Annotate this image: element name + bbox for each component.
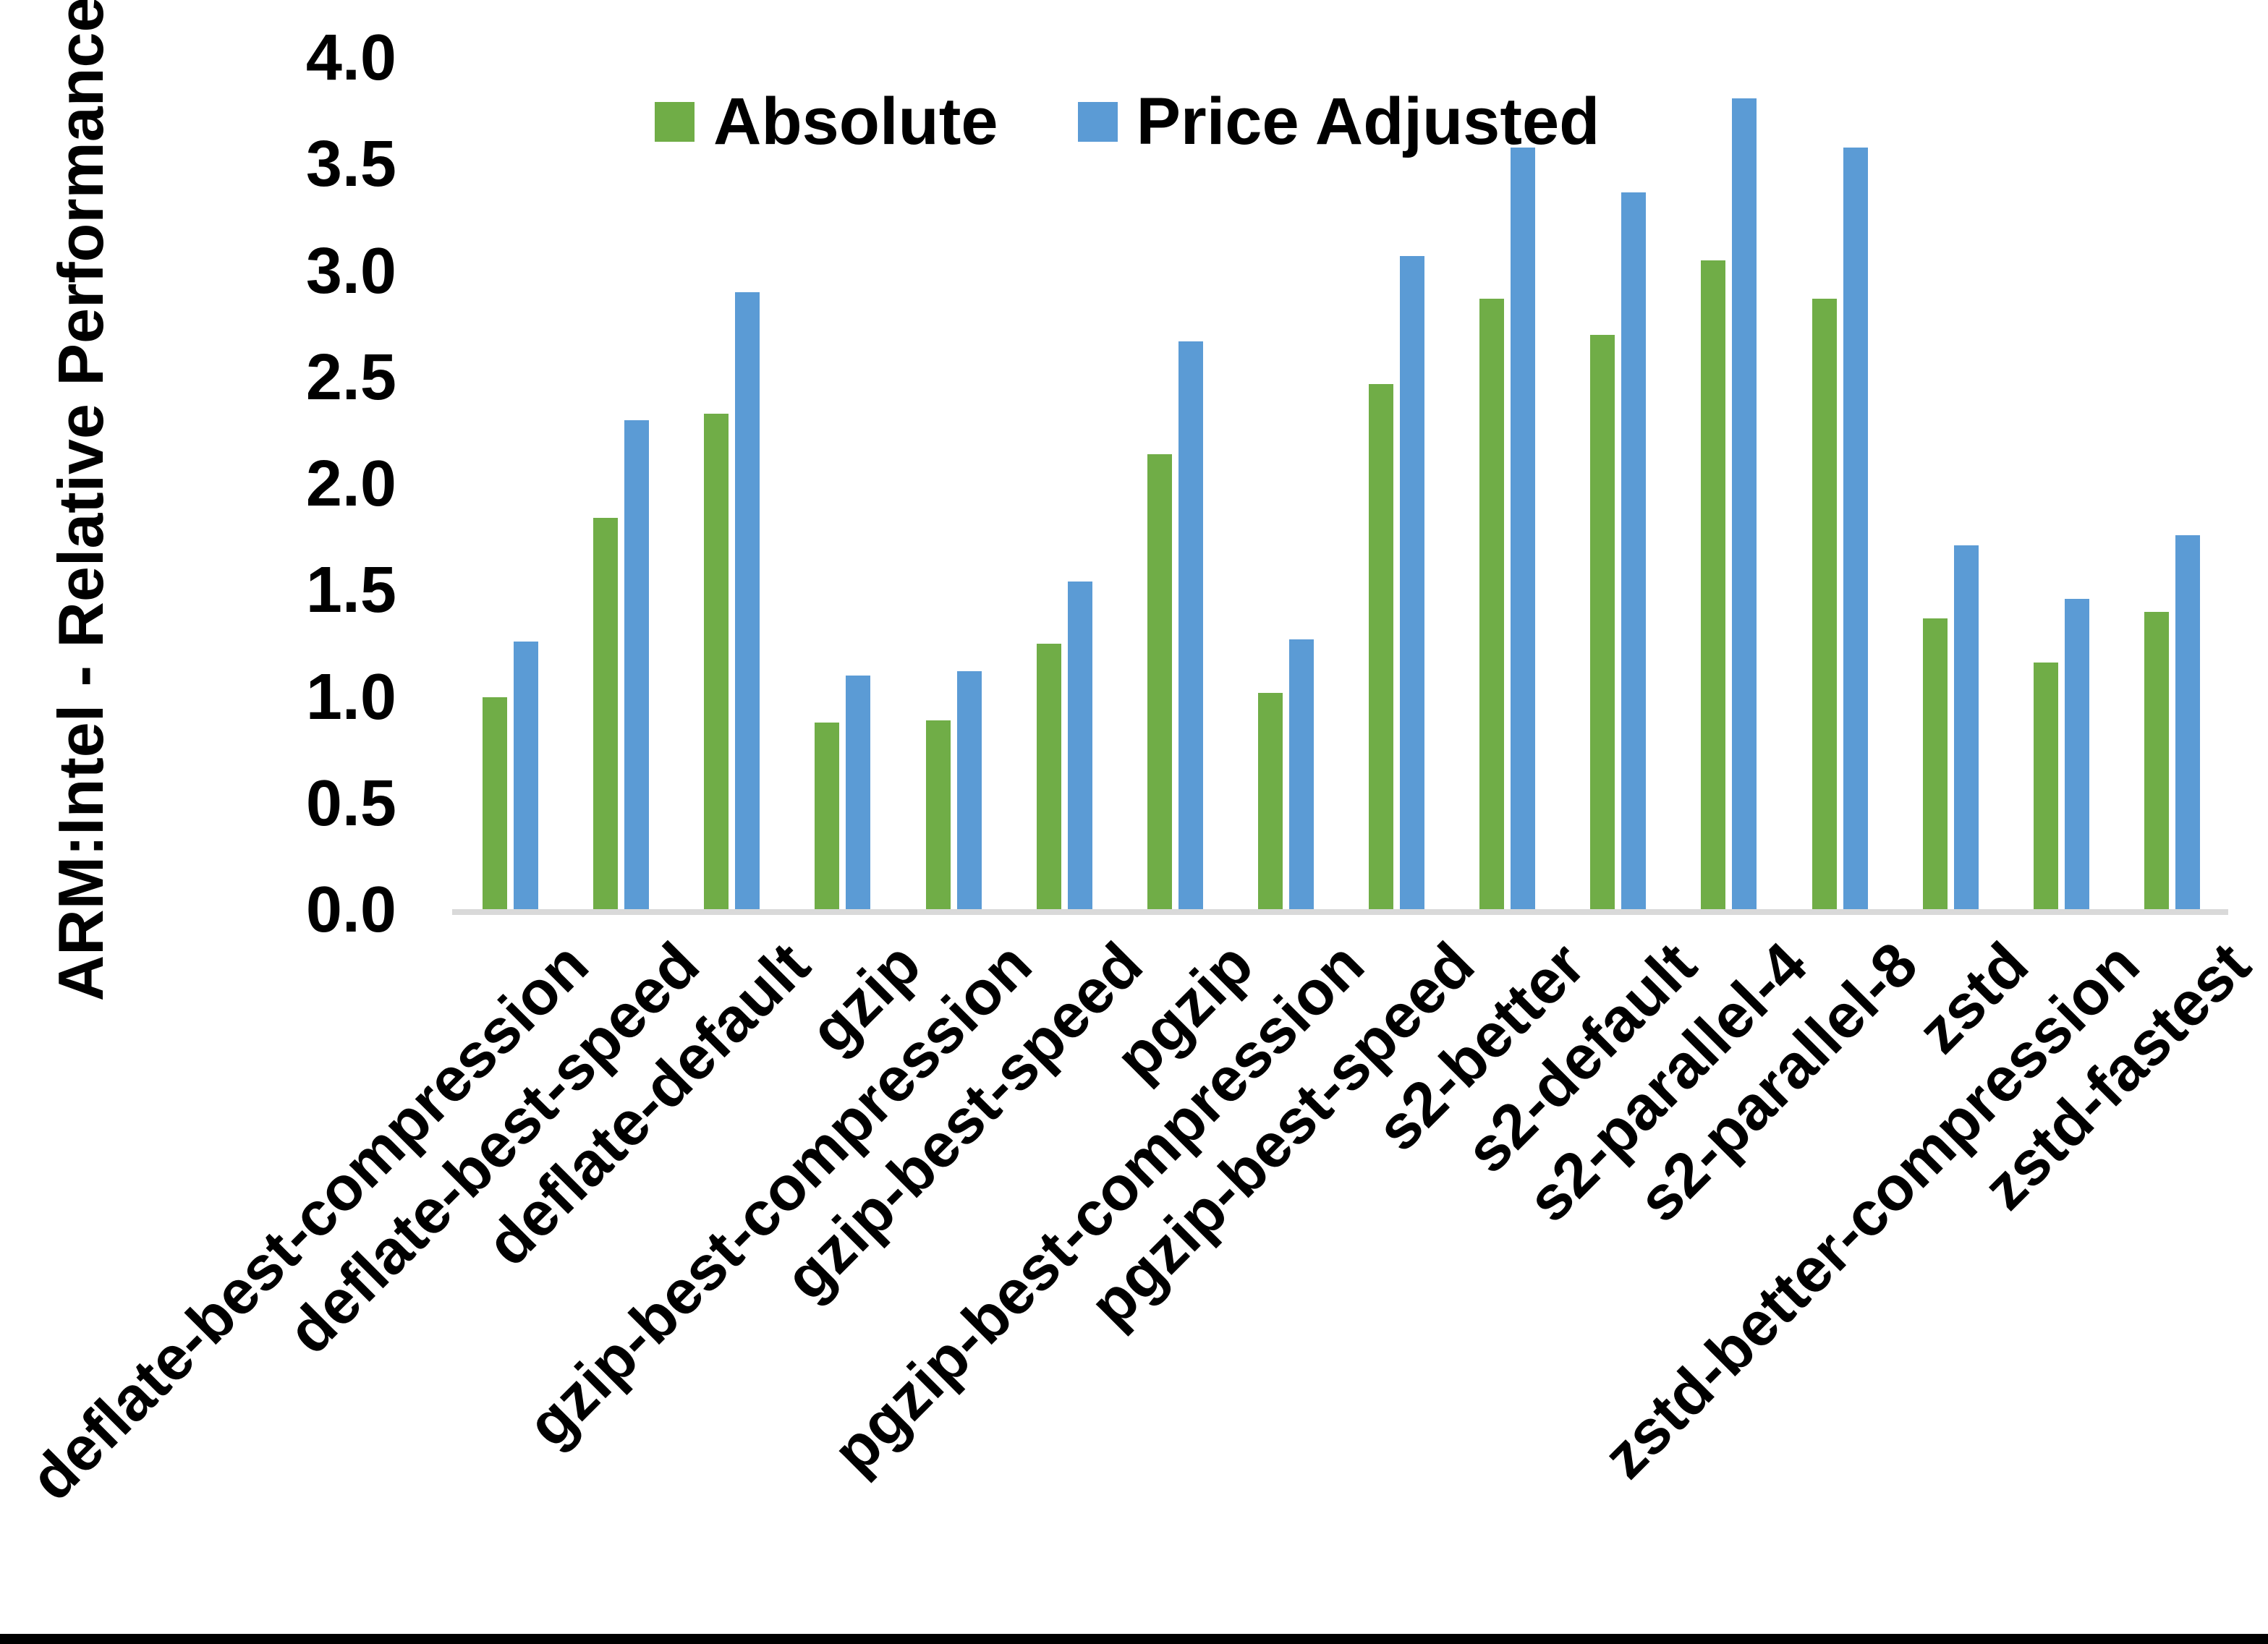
bar-absolute-deflate-default bbox=[704, 413, 729, 910]
bar-price-adjusted-zstd-fastest bbox=[2175, 534, 2200, 910]
bar-price-adjusted-gzip-best-speed bbox=[1067, 582, 1092, 910]
bar-absolute-pgzip-best-speed bbox=[1369, 383, 1394, 910]
bar-price-adjusted-gzip bbox=[846, 676, 871, 910]
bar-absolute-gzip-best-speed bbox=[1036, 643, 1061, 910]
y-tick-label: 3.5 bbox=[305, 128, 396, 201]
bar-group-pgzip-best-speed bbox=[1341, 58, 1452, 910]
bar-absolute-s2-parallel-8 bbox=[1812, 298, 1837, 910]
bar-price-adjusted-deflate-best-compression bbox=[514, 641, 539, 910]
bar-group-deflate-best-speed bbox=[566, 58, 676, 910]
bar-absolute-gzip bbox=[815, 722, 840, 910]
bar-price-adjusted-s2-parallel-4 bbox=[1732, 98, 1757, 910]
bar-price-adjusted-zstd-better-compression bbox=[2064, 599, 2089, 910]
legend-item-price-adjusted: Price Adjusted bbox=[1077, 85, 1600, 158]
bar-group-s2-parallel-4 bbox=[1673, 58, 1784, 910]
y-tick-label: 1.0 bbox=[305, 660, 396, 733]
bar-absolute-s2-parallel-4 bbox=[1701, 260, 1726, 910]
y-tick-label: 4.0 bbox=[305, 22, 396, 94]
bar-price-adjusted-pgzip bbox=[1178, 341, 1203, 910]
bar-absolute-s2-better bbox=[1479, 298, 1505, 910]
bar-price-adjusted-s2-better bbox=[1511, 147, 1536, 910]
bar-absolute-pgzip bbox=[1147, 453, 1172, 910]
legend-label-absolute: Absolute bbox=[713, 85, 998, 158]
bar-absolute-gzip-best-compression bbox=[925, 720, 951, 910]
bar-group-deflate-best-compression bbox=[455, 58, 566, 910]
bar-group-gzip bbox=[787, 58, 898, 910]
bottom-border-line bbox=[0, 1634, 2268, 1644]
bar-group-zstd bbox=[1895, 58, 2006, 910]
y-tick-label: 2.0 bbox=[305, 448, 396, 520]
bar-group-s2-default bbox=[1563, 58, 1673, 910]
bar-absolute-zstd-better-compression bbox=[2033, 663, 2058, 910]
bar-absolute-deflate-best-speed bbox=[593, 518, 619, 910]
bar-price-adjusted-gzip-best-compression bbox=[956, 671, 982, 910]
bar-absolute-deflate-best-compression bbox=[483, 697, 508, 910]
bar-group-s2-parallel-8 bbox=[1785, 58, 1895, 910]
y-tick-label: 3.0 bbox=[305, 234, 396, 307]
legend-swatch-absolute-icon bbox=[655, 101, 695, 142]
x-axis-line bbox=[452, 909, 2228, 915]
y-tick-label: 0.0 bbox=[305, 874, 396, 946]
bar-group-zstd-fastest bbox=[2117, 58, 2227, 910]
bar-price-adjusted-s2-default bbox=[1621, 192, 1647, 910]
bar-group-gzip-best-speed bbox=[1009, 58, 1120, 910]
bar-price-adjusted-zstd bbox=[1953, 545, 1979, 910]
bar-price-adjusted-s2-parallel-8 bbox=[1843, 147, 1868, 910]
bar-group-zstd-better-compression bbox=[2006, 58, 2117, 910]
bar-group-s2-better bbox=[1452, 58, 1563, 910]
bar-group-pgzip bbox=[1120, 58, 1231, 910]
legend-swatch-price-adjusted-icon bbox=[1077, 101, 1118, 142]
legend-label-price-adjusted: Price Adjusted bbox=[1136, 85, 1600, 158]
y-tick-label: 0.5 bbox=[305, 767, 396, 840]
bar-absolute-zstd bbox=[1922, 618, 1948, 910]
y-tick-label: 2.5 bbox=[305, 341, 396, 414]
bar-price-adjusted-deflate-best-speed bbox=[624, 419, 650, 910]
bar-price-adjusted-pgzip-best-speed bbox=[1400, 255, 1425, 910]
y-tick-label: 1.5 bbox=[305, 554, 396, 627]
legend: Absolute Price Adjusted bbox=[655, 88, 1600, 155]
bar-price-adjusted-pgzip-best-compression bbox=[1288, 639, 1314, 910]
bar-group-gzip-best-compression bbox=[899, 58, 1009, 910]
plot-area bbox=[455, 58, 2227, 910]
legend-item-absolute: Absolute bbox=[655, 88, 998, 155]
bar-group-pgzip-best-compression bbox=[1231, 58, 1341, 910]
bar-price-adjusted-deflate-default bbox=[735, 291, 760, 910]
bar-absolute-zstd-fastest bbox=[2144, 611, 2169, 910]
bar-absolute-pgzip-best-compression bbox=[1257, 692, 1283, 910]
bar-absolute-s2-default bbox=[1590, 334, 1615, 910]
bar-group-deflate-default bbox=[676, 58, 787, 910]
